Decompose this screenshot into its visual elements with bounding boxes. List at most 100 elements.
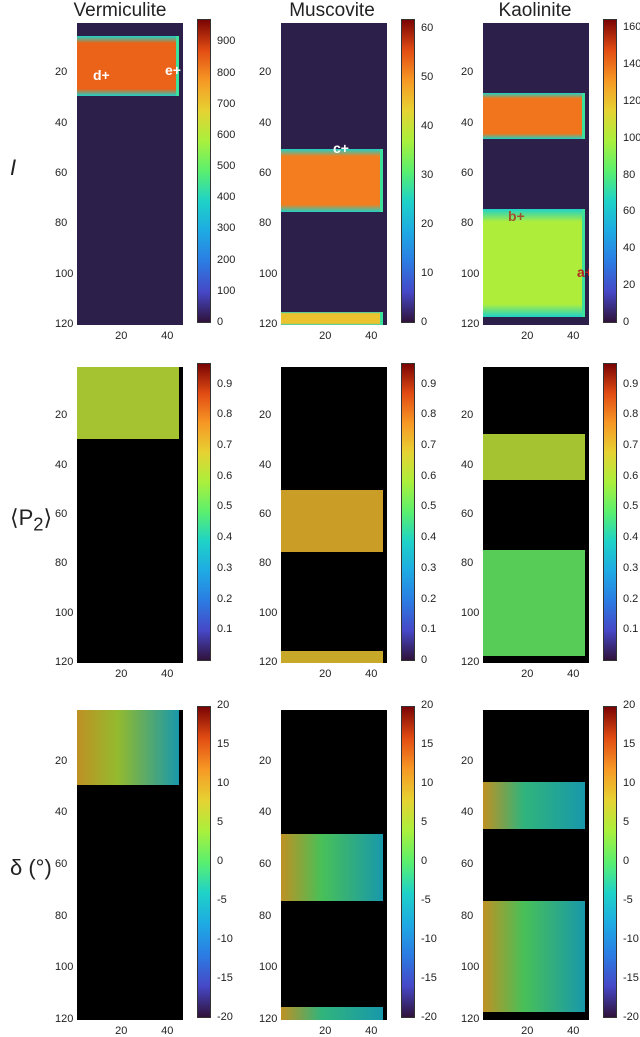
colorbar-tick-label: 20 bbox=[421, 699, 434, 711]
colorbar-tick-label: 10 bbox=[217, 777, 230, 789]
column-title-kaolinite: Kaolinite bbox=[498, 0, 572, 21]
colorbar-tick-label: 100 bbox=[623, 131, 640, 144]
colorbar-tick-label: 10 bbox=[421, 266, 434, 279]
colorbar-tick-label: 0.4 bbox=[217, 531, 233, 544]
x-tick-label: 40 bbox=[365, 330, 378, 342]
colorbar-tick-label: -10 bbox=[217, 933, 233, 945]
x-tick-label: 20 bbox=[115, 1025, 128, 1037]
marker-a: a+ bbox=[577, 263, 589, 280]
y-tick-label: 100 bbox=[259, 961, 278, 974]
y-tick-label: 40 bbox=[55, 458, 68, 471]
colorbar-tick-label: 100 bbox=[217, 284, 236, 297]
colorbar-tick-label: 160 bbox=[623, 21, 640, 34]
colorbar-tick-label: 0.8 bbox=[623, 408, 639, 421]
y-tick-label: 40 bbox=[461, 116, 474, 129]
row-label-1: ⟨P2⟩ bbox=[10, 505, 53, 535]
y-tick-label: 100 bbox=[55, 606, 74, 619]
y-tick-label: 20 bbox=[461, 754, 474, 767]
x-tick-label: 20 bbox=[115, 668, 128, 680]
heatmap-panel: d+ e+ bbox=[77, 23, 183, 325]
y-tick-label: 20 bbox=[55, 66, 68, 79]
colorbar-tick-label: 0.5 bbox=[623, 500, 639, 513]
colorbar-tick-label: 20 bbox=[421, 217, 434, 230]
colorbar bbox=[603, 706, 617, 1018]
y-tick-label: 120 bbox=[461, 656, 480, 668]
colorbar-tick-label: 700 bbox=[217, 97, 236, 110]
x-tick-label: 40 bbox=[161, 330, 174, 342]
heatmap-band bbox=[281, 148, 383, 212]
colorbar-tick-label: 0.6 bbox=[421, 469, 437, 482]
colorbar bbox=[401, 706, 415, 1018]
heatmap-band bbox=[77, 710, 179, 785]
x-tick-label: 20 bbox=[319, 668, 332, 680]
colorbar-tick-label: 0.2 bbox=[217, 592, 233, 605]
y-tick-label: 60 bbox=[55, 858, 68, 870]
colorbar-tick-label: 40 bbox=[421, 119, 434, 132]
y-tick-label: 120 bbox=[55, 1013, 74, 1025]
heatmap-panel: c+ bbox=[281, 23, 387, 325]
heatmap-band bbox=[483, 549, 585, 656]
colorbar-tick-label: 0 bbox=[421, 654, 428, 666]
heatmap-panel bbox=[483, 367, 589, 663]
colorbar-tick-label: 0 bbox=[217, 855, 224, 867]
colorbar-tick-label: 20 bbox=[217, 699, 230, 711]
colorbar-tick-label: 0.8 bbox=[421, 408, 437, 421]
marker-b: b+ bbox=[508, 208, 525, 225]
y-tick-label: 20 bbox=[259, 754, 272, 767]
colorbar-tick-label: 0.1 bbox=[217, 623, 233, 636]
marker-d: d+ bbox=[93, 67, 110, 84]
colorbar-tick-label: -15 bbox=[623, 972, 639, 984]
y-tick-label: 100 bbox=[259, 267, 278, 280]
colorbar-tick-label: 0.7 bbox=[421, 438, 437, 451]
colorbar-tick-label: 0.6 bbox=[217, 469, 233, 482]
colorbar-tick-label: 0.5 bbox=[217, 500, 233, 513]
colorbar bbox=[603, 19, 617, 323]
heatmap-band bbox=[281, 490, 383, 552]
colorbar-tick-label: 60 bbox=[421, 21, 434, 34]
colorbar-tick-label: 40 bbox=[623, 242, 636, 255]
colorbar-tick-label: 0.2 bbox=[623, 592, 639, 605]
colorbar-tick-label: 0.4 bbox=[421, 531, 437, 544]
y-tick-label: 20 bbox=[461, 409, 474, 422]
heatmap-panel bbox=[77, 710, 183, 1020]
y-tick-label: 120 bbox=[55, 656, 74, 668]
colorbar-tick-label: -5 bbox=[217, 894, 227, 906]
y-tick-label: 120 bbox=[259, 1013, 278, 1025]
x-tick-label: 40 bbox=[567, 668, 580, 680]
colorbar-tick-label: 400 bbox=[217, 191, 236, 204]
heatmap-band bbox=[281, 1007, 383, 1020]
colorbar-tick-label: 0.6 bbox=[623, 469, 639, 482]
colorbar-tick-label: 300 bbox=[217, 222, 236, 235]
heatmap-panel bbox=[281, 367, 387, 663]
y-tick-label: 60 bbox=[461, 858, 474, 870]
y-tick-label: 20 bbox=[55, 409, 68, 422]
colorbar-tick-label: 0 bbox=[217, 316, 224, 328]
y-tick-label: 80 bbox=[259, 557, 272, 570]
colorbar-tick-label: -10 bbox=[421, 933, 437, 945]
colorbar-tick-label: -15 bbox=[217, 972, 233, 984]
colorbar-tick-label: 0.3 bbox=[217, 561, 233, 574]
y-tick-label: 60 bbox=[259, 167, 272, 179]
colorbar-tick-label: 0 bbox=[623, 855, 630, 867]
y-tick-label: 60 bbox=[461, 508, 474, 520]
colorbar-tick-label: 0.3 bbox=[623, 561, 639, 574]
colorbar-tick-label: 10 bbox=[421, 777, 434, 789]
heatmap-band bbox=[281, 834, 383, 902]
y-tick-label: 80 bbox=[461, 217, 474, 230]
y-tick-label: 120 bbox=[55, 318, 74, 330]
y-tick-label: 80 bbox=[55, 909, 68, 922]
heatmap-band bbox=[483, 209, 585, 318]
heatmap-band bbox=[77, 367, 179, 439]
x-tick-label: 20 bbox=[521, 330, 534, 342]
y-tick-label: 80 bbox=[259, 217, 272, 230]
colorbar-tick-label: -5 bbox=[623, 894, 633, 906]
colorbar-tick-label: 0.8 bbox=[217, 408, 233, 421]
colorbar bbox=[401, 19, 415, 323]
colorbar-tick-label: 10 bbox=[623, 777, 636, 789]
heatmap-band bbox=[483, 93, 585, 139]
y-tick-label: 100 bbox=[461, 961, 480, 974]
y-tick-label: 120 bbox=[259, 656, 278, 668]
colorbar-tick-label: 500 bbox=[217, 160, 236, 173]
y-tick-label: 60 bbox=[55, 508, 68, 520]
colorbar-tick-label: -10 bbox=[623, 933, 639, 945]
